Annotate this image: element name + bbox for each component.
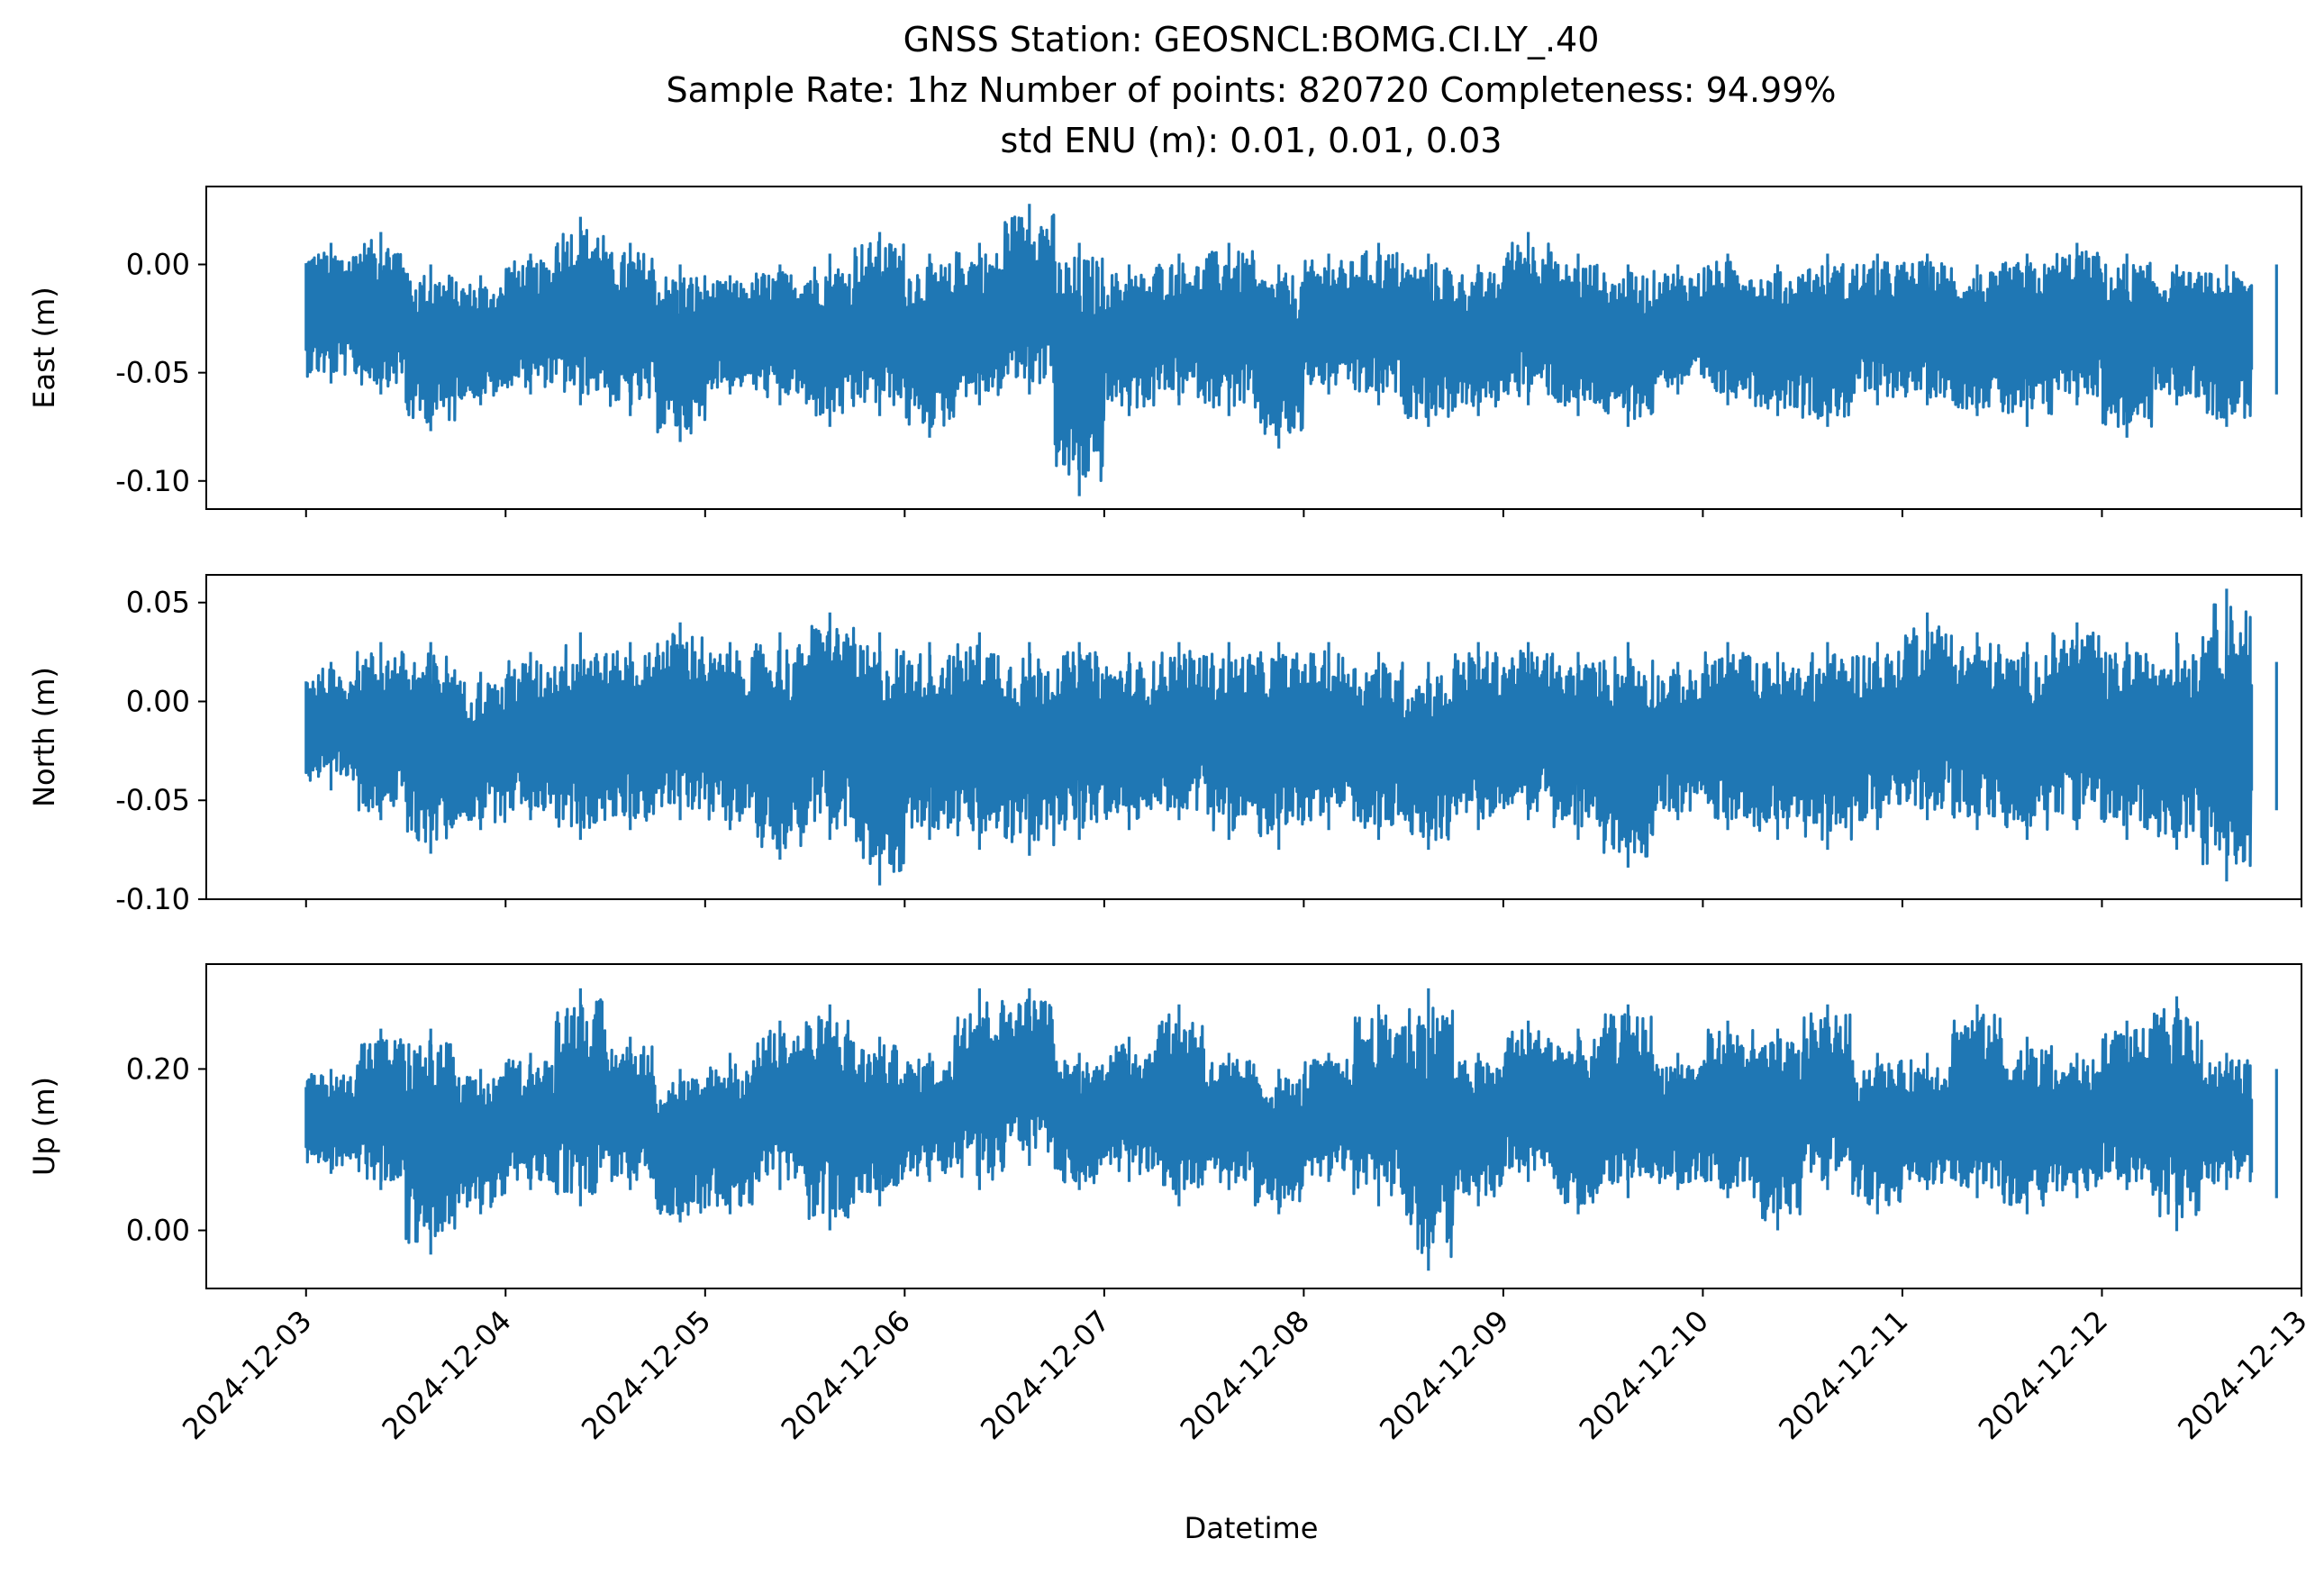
y-tick-label: 0.00 bbox=[126, 1214, 190, 1248]
chart-title: GNSS Station: GEOSNCL:BOMG.CI.LY_.40 bbox=[903, 20, 1600, 59]
y-axis-label: Up (m) bbox=[27, 1077, 61, 1176]
y-axis-label: East (m) bbox=[27, 287, 61, 408]
axes-frame bbox=[205, 963, 2302, 1289]
x-axis-label: Datetime bbox=[1185, 1511, 1319, 1545]
y-tick-label: 0.05 bbox=[126, 586, 190, 620]
chart-subtitle-std-enu: std ENU (m): 0.01, 0.01, 0.03 bbox=[1001, 121, 1502, 160]
y-tick-label: -0.10 bbox=[115, 464, 190, 498]
series-line-north bbox=[304, 588, 2278, 886]
series-line-up bbox=[304, 988, 2278, 1271]
y-tick-label: -0.10 bbox=[115, 882, 190, 916]
y-tick-label: 0.00 bbox=[126, 247, 190, 281]
y-tick-label: 0.20 bbox=[126, 1052, 190, 1086]
chart-subtitle-sample-rate: Sample Rate: 1hz Number of points: 82072… bbox=[667, 70, 1837, 110]
axes-frame bbox=[205, 186, 2302, 510]
east-panel: 0.00 -0.05 -0.10 East (m) bbox=[27, 186, 2302, 517]
north-panel: 0.05 0.00 -0.05 -0.10 North (m) bbox=[27, 574, 2302, 916]
y-axis-label: North (m) bbox=[27, 667, 61, 807]
y-tick-label: 0.00 bbox=[126, 684, 190, 718]
axes-frame bbox=[205, 574, 2302, 900]
y-tick-label: -0.05 bbox=[115, 783, 190, 817]
y-tick-label: -0.05 bbox=[115, 356, 190, 390]
series-line-east bbox=[304, 204, 2278, 496]
up-panel: 0.20 0.00 Up (m) bbox=[27, 963, 2302, 1297]
